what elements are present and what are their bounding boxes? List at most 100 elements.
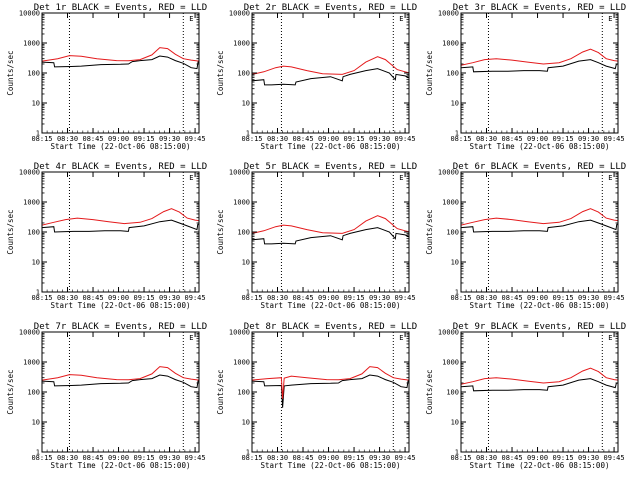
y-tick-label: 1: [455, 449, 459, 457]
y-tick-label: 1: [455, 130, 459, 138]
x-tick-label: 09:30: [369, 294, 390, 302]
series-line-events: [42, 55, 199, 70]
y-tick-label: 10000: [438, 169, 459, 177]
series-line-events: [461, 59, 618, 73]
panel-title: Det 7r BLACK = Events, RED = LLD: [34, 322, 207, 332]
x-tick-label: 08:15: [450, 294, 471, 302]
x-tick-label: 08:45: [501, 135, 522, 143]
y-tick-label: 10000: [229, 10, 250, 18]
x-tick-label: 09:15: [134, 294, 155, 302]
y-tick-label: 10000: [229, 329, 250, 337]
y-tick-label: 10000: [19, 10, 40, 18]
series-line-lld: [42, 47, 199, 62]
x-tick-label: 09:45: [185, 454, 206, 462]
series-line-lld: [252, 366, 409, 399]
y-tick-label: 1: [246, 130, 250, 138]
x-tick-label: 09:45: [395, 135, 416, 143]
annotation-mark: E: [399, 334, 403, 342]
x-tick-label: 08:15: [450, 454, 471, 462]
panel-title: Det 4r BLACK = Events, RED = LLD: [34, 162, 207, 172]
x-tick-label: 08:45: [292, 454, 313, 462]
y-tick-label: 1000: [233, 199, 250, 207]
panel-det-2: Det 2r BLACK = Events, RED = LLD E 1 10 100 1…: [216, 3, 417, 151]
x-tick-label: 08:45: [82, 294, 103, 302]
x-tick-label: 08:15: [241, 454, 262, 462]
x-tick-label: 08:15: [31, 294, 52, 302]
series-line-events: [42, 219, 199, 233]
x-tick-label: 08:30: [57, 454, 78, 462]
panel-title: Det 1r BLACK = Events, RED = LLD: [34, 3, 207, 13]
x-tick-label: 08:30: [476, 294, 497, 302]
series-group: [252, 56, 409, 86]
x-axis-label: Start Time (22-Oct-06 08:15:00): [470, 301, 610, 310]
x-tick-label: 09:00: [318, 294, 339, 302]
x-axis-label: Start Time (22-Oct-06 08:15:00): [51, 301, 191, 310]
panel-title: Det 2r BLACK = Events, RED = LLD: [244, 3, 417, 13]
x-tick-label: 08:45: [82, 454, 103, 462]
panel-det-4: Det 4r BLACK = Events, RED = LLD E 1 10 100 1…: [6, 162, 207, 310]
annotation-mark: E: [189, 334, 193, 342]
x-tick-label: 08:15: [241, 294, 262, 302]
y-tick-label: 1000: [233, 40, 250, 48]
x-tick-label: 09:00: [527, 135, 548, 143]
y-axis-label: Counts/sec: [216, 50, 225, 95]
y-tick-label: 10: [242, 100, 250, 108]
annotation-mark: E: [608, 174, 612, 182]
y-tick-label: 100: [27, 389, 40, 397]
y-tick-label: 10: [451, 100, 459, 108]
y-axis-label: Counts/sec: [425, 50, 434, 95]
series-line-events: [461, 219, 618, 233]
y-tick-label: 10000: [19, 169, 40, 177]
x-tick-label: 09:30: [578, 454, 599, 462]
x-tick-label: 09:30: [578, 135, 599, 143]
series-line-lld: [461, 208, 618, 226]
x-tick-label: 08:30: [476, 135, 497, 143]
x-tick-label: 08:15: [241, 135, 262, 143]
x-tick-label: 09:15: [553, 294, 574, 302]
x-tick-label: 08:45: [501, 454, 522, 462]
y-axis-label: Counts/sec: [6, 50, 15, 95]
x-tick-label: 09:30: [578, 294, 599, 302]
y-tick-label: 1000: [23, 40, 40, 48]
x-axis-label: Start Time (22-Oct-06 08:15:00): [261, 142, 401, 151]
y-axis-label: Counts/sec: [425, 369, 434, 414]
panels-container: Det 1r BLACK = Events, RED = LLD E 1 10 100 1…: [6, 3, 626, 470]
y-tick-label: 1000: [442, 359, 459, 367]
series-group: [42, 366, 199, 389]
x-tick-label: 09:15: [553, 135, 574, 143]
panel-det-7: Det 7r BLACK = Events, RED = LLD E 1 10 100 1…: [6, 322, 207, 470]
x-tick-label: 08:30: [476, 454, 497, 462]
x-tick-label: 09:45: [395, 294, 416, 302]
x-tick-label: 09:00: [318, 454, 339, 462]
annotation-mark: E: [399, 174, 403, 182]
panel-det-1: Det 1r BLACK = Events, RED = LLD E 1 10 100 1…: [6, 3, 207, 151]
x-tick-label: 08:15: [31, 135, 52, 143]
x-tick-label: 09:15: [344, 135, 365, 143]
series-line-lld: [42, 208, 199, 226]
x-tick-label: 09:45: [604, 135, 625, 143]
y-tick-label: 10: [451, 259, 459, 267]
y-tick-label: 100: [27, 229, 40, 237]
series-line-events: [461, 378, 618, 392]
y-tick-label: 1000: [23, 199, 40, 207]
x-tick-label: 09:00: [318, 135, 339, 143]
y-tick-label: 10: [32, 100, 40, 108]
panel-title: Det 3r BLACK = Events, RED = LLD: [453, 3, 626, 13]
series-line-lld: [461, 367, 618, 385]
y-tick-label: 100: [237, 70, 250, 78]
x-tick-label: 08:45: [292, 294, 313, 302]
x-axis-label: Start Time (22-Oct-06 08:15:00): [51, 142, 191, 151]
y-tick-label: 1: [246, 289, 250, 297]
y-tick-label: 1000: [442, 199, 459, 207]
series-group: [252, 366, 409, 408]
x-tick-label: 08:45: [501, 294, 522, 302]
x-tick-label: 09:30: [369, 135, 390, 143]
x-tick-label: 09:30: [159, 135, 180, 143]
y-tick-label: 100: [237, 389, 250, 397]
y-tick-label: 10000: [438, 329, 459, 337]
y-tick-label: 1: [36, 130, 40, 138]
series-line-lld: [252, 56, 409, 75]
y-tick-label: 100: [446, 70, 459, 78]
annotation-mark: E: [189, 174, 193, 182]
